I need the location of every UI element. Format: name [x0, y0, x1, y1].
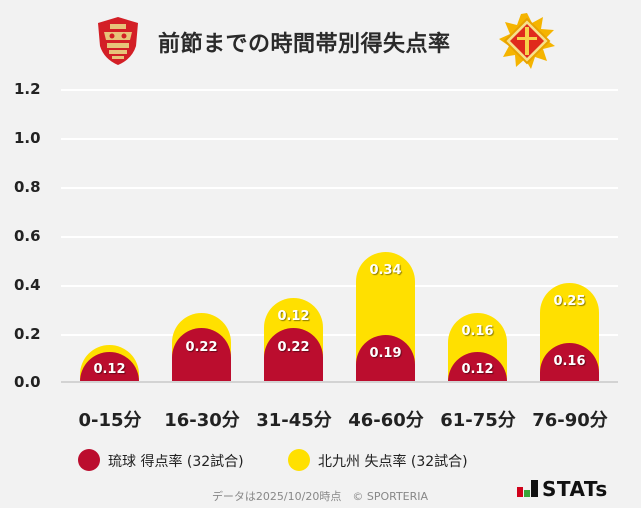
gridline: [61, 187, 618, 189]
x-tick-label: 61-75分: [440, 410, 516, 431]
x-axis-line: [61, 381, 618, 383]
bar-value-label: 0.12: [461, 362, 494, 377]
bar-ryukyu-scored: [172, 328, 231, 382]
stats-bar-icon: [531, 480, 538, 497]
stats-bar-icon: [524, 490, 530, 497]
x-tick-label: 0-15分: [78, 410, 142, 431]
gridline: [61, 138, 618, 140]
bar-value-label: 0.16: [553, 354, 586, 369]
legend-swatch-yellow-icon: [288, 449, 310, 471]
bar-value-label: 0.22: [185, 340, 218, 355]
y-tick-label: 0.2: [14, 325, 41, 343]
y-tick-label: 0.6: [14, 227, 41, 245]
x-tick-label: 76-90分: [532, 410, 608, 431]
bar-value-label: 0.34: [369, 263, 402, 278]
legend-label: 琉球 得点率 (32試合): [108, 454, 244, 470]
legend-swatch-red-icon: [78, 449, 100, 471]
bar-value-label: 0.12: [277, 309, 310, 324]
stats-brand-text: STATs: [542, 477, 608, 501]
stats-logo: STATs: [517, 477, 637, 501]
kitakyushu-emblem-icon: [499, 13, 555, 69]
gridline: [61, 334, 618, 336]
y-tick-label: 0.8: [14, 178, 41, 196]
bar-value-label: 0.12: [93, 362, 126, 377]
y-tick-label: 0.0: [14, 373, 41, 391]
bar-ryukyu-scored: [356, 335, 415, 382]
data-source-note: データは2025/10/20時点 © SPORTERIA: [211, 490, 429, 503]
bar-value-label: 0.19: [369, 346, 402, 361]
gridline: [61, 236, 618, 238]
x-tick-label: 46-60分: [348, 410, 424, 431]
bar-value-label: 0.22: [277, 340, 310, 355]
x-tick-label: 16-30分: [164, 410, 240, 431]
ryukyu-crest-icon: [96, 16, 140, 66]
y-tick-label: 0.4: [14, 276, 41, 294]
legend-label: 北九州 失点率 (32試合): [318, 454, 468, 470]
x-tick-label: 31-45分: [256, 410, 332, 431]
bar-value-label: 0.16: [461, 324, 494, 339]
bar-ryukyu-scored: [264, 328, 323, 382]
chart-header: 前節までの時間帯別得失点率: [0, 0, 641, 80]
y-tick-label: 1.2: [14, 80, 41, 98]
bar-value-label: 0.25: [553, 294, 586, 309]
gridline: [61, 285, 618, 287]
chart-title: 前節までの時間帯別得失点率: [158, 32, 451, 57]
y-tick-label: 1.0: [14, 129, 41, 147]
stats-bar-icon: [517, 487, 523, 497]
gridline: [61, 89, 618, 91]
